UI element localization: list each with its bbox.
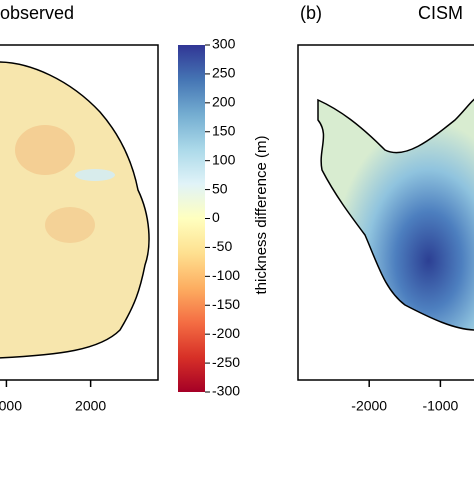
anomaly bbox=[45, 207, 95, 243]
colorbar-tick-label: -300 bbox=[212, 383, 240, 399]
x-tick-label: -1000 bbox=[422, 398, 458, 414]
colorbar-tick-label: 0 bbox=[212, 209, 220, 225]
anomaly bbox=[15, 125, 75, 175]
x-tick-label: 2000 bbox=[75, 398, 106, 414]
colorbar-tick-label: 300 bbox=[212, 36, 236, 52]
colorbar-tick-label: -200 bbox=[212, 325, 240, 341]
colorbar-tick-label: -250 bbox=[212, 354, 240, 370]
colorbar-tick-label: 50 bbox=[212, 180, 228, 196]
colorbar-tick-label: -150 bbox=[212, 296, 240, 312]
panel-title: CISM bbox=[418, 3, 463, 23]
colorbar bbox=[178, 45, 205, 392]
panel-label: (b) bbox=[300, 3, 322, 23]
colorbar-tick-label: 200 bbox=[212, 94, 236, 110]
colorbar-tick-label: 250 bbox=[212, 65, 236, 81]
panel-frame bbox=[297, 44, 474, 381]
colorbar-label: thickness difference (m) bbox=[253, 136, 270, 295]
colorbar-tick-label: 150 bbox=[212, 122, 236, 138]
anomaly bbox=[75, 169, 115, 181]
ice-sheet bbox=[317, 98, 474, 331]
colorbar-tick-label: -100 bbox=[212, 267, 240, 283]
panel-title: observed bbox=[0, 3, 74, 23]
x-tick-label: -2000 bbox=[351, 398, 387, 414]
colorbar-tick-label: -50 bbox=[212, 238, 232, 254]
panel-frame bbox=[0, 44, 159, 381]
x-tick-label: 1000 bbox=[0, 398, 22, 414]
colorbar-tick-label: 100 bbox=[212, 151, 236, 167]
